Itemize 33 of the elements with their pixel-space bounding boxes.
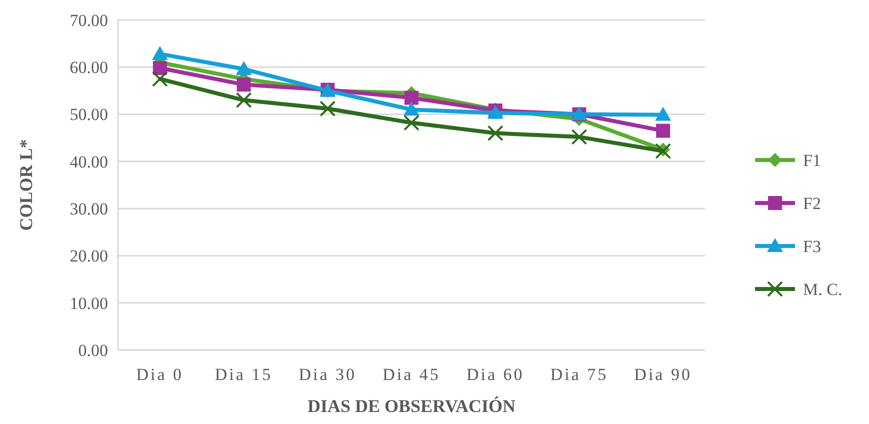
x-tick-label: Dia 30	[298, 365, 357, 384]
point	[236, 92, 252, 108]
point	[656, 124, 670, 138]
legend-label: F2	[803, 194, 821, 213]
x-tick-label: Dia 75	[550, 365, 608, 384]
point	[320, 100, 336, 117]
y-tick-label: 50.00	[70, 105, 108, 124]
point	[404, 102, 420, 116]
y-tick-label: 20.00	[70, 246, 108, 266]
point	[655, 106, 672, 121]
y-tick-label: 70.00	[70, 10, 108, 30]
x-tick-label: Dia 0	[136, 365, 184, 384]
x-tick-label: Dia 15	[214, 365, 273, 384]
y-tick-label: 10.00	[70, 294, 108, 313]
point	[404, 114, 420, 131]
x-tick-label: Dia 60	[466, 365, 524, 384]
point	[152, 70, 168, 87]
x-axis-title: DIAS DE OBSERVACIÓN	[307, 396, 516, 416]
x-tick-label: Dia 45	[382, 365, 440, 384]
legend-label: F3	[803, 236, 821, 256]
point	[487, 125, 504, 142]
point	[571, 128, 588, 145]
point	[236, 78, 251, 92]
point	[404, 90, 418, 105]
y-tick-label: 60.00	[70, 58, 108, 78]
legend-label: F1	[803, 150, 821, 170]
y-tick-label: 30.00	[70, 200, 108, 219]
y-tick-label: 40.00	[70, 152, 108, 172]
legend-label: M. C.	[803, 280, 842, 299]
y-tick-label: 0.00	[78, 340, 108, 360]
x-tick-label: Dia 90	[634, 365, 692, 384]
point	[236, 61, 252, 76]
y-axis-title: COLOR L*	[16, 139, 36, 231]
